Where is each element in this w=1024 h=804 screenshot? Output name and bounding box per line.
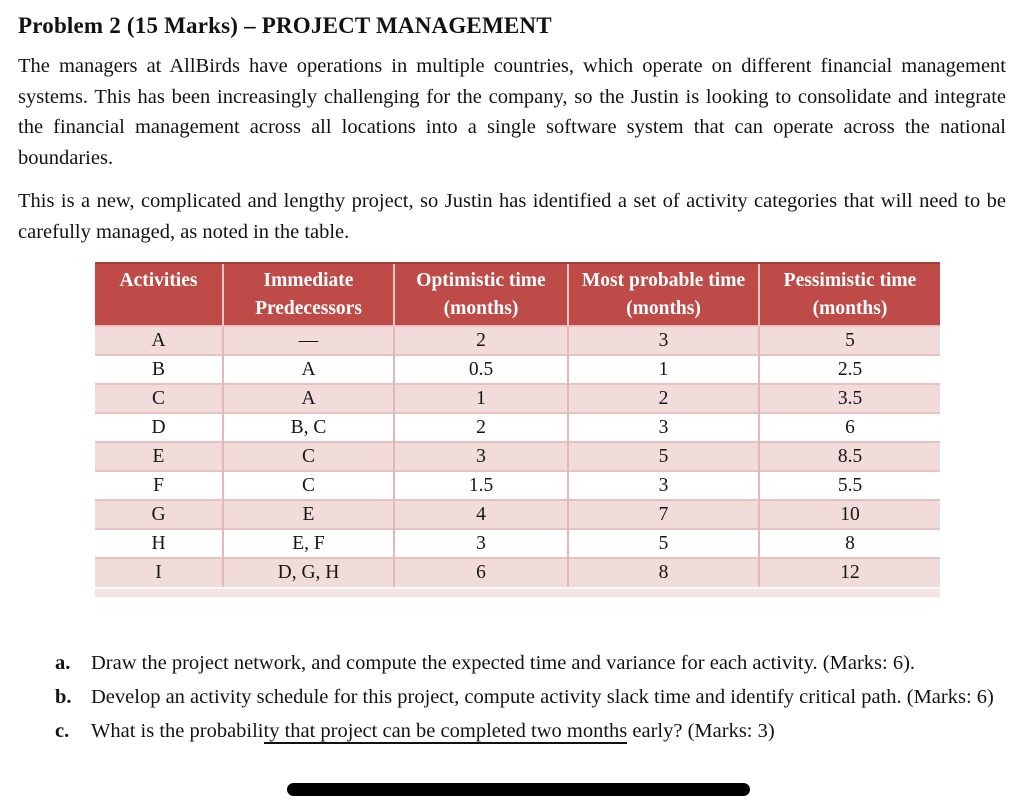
table-cell: C [222, 470, 394, 500]
table-cell: 3 [567, 470, 759, 500]
table-cell: G [95, 499, 223, 529]
table-cell: 10 [758, 499, 940, 529]
question-c-marker: c. [55, 720, 70, 742]
paragraph-project: This is a new, complicated and lengthy p… [18, 190, 1006, 243]
question-b: b. Develop an activity schedule for this… [55, 680, 1024, 714]
paragraph-intro: The managers at AllBirds have operations… [18, 55, 1006, 169]
table-cell: F [95, 470, 223, 500]
table-cell: 2 [393, 325, 568, 355]
table-row: B A 0.5 1 2.5 [95, 354, 940, 384]
activities-table: Activities Immediate Predecessors Optimist… [95, 262, 940, 587]
table-cell: 1.5 [393, 470, 568, 500]
table-cell: 6 [393, 557, 568, 587]
marker-highlight-bar [287, 783, 750, 796]
table-cell: B, C [222, 412, 394, 442]
table-cell: 2 [393, 412, 568, 442]
table-cell: 8 [758, 528, 940, 558]
question-c-pre: What is the probabili [91, 720, 264, 742]
column-header: Most probable time (months) [567, 262, 759, 326]
table-cell: 5 [758, 325, 940, 355]
table-cell: 5.5 [758, 470, 940, 500]
table-cell: — [222, 325, 394, 355]
table-bottom-strip [95, 589, 940, 597]
question-c-underlined: ty that project can be completed two mon… [263, 720, 628, 744]
table-cell: 8 [567, 557, 759, 587]
table-cell: C [222, 441, 394, 471]
table-cell: I [95, 557, 223, 587]
table-cell: 5 [567, 441, 759, 471]
question-a: a. Draw the project network, and compute… [55, 646, 1024, 680]
table-cell: 12 [758, 557, 940, 587]
table-cell: 3 [393, 441, 568, 471]
table-cell: E, F [222, 528, 394, 558]
table-cell: C [95, 383, 223, 413]
table-row: F C 1.5 3 5.5 [95, 470, 940, 500]
column-header: Pessimistic time (months) [758, 262, 940, 326]
table-cell: A [222, 383, 394, 413]
question-c: c. What is the probability that project … [55, 714, 1024, 748]
table-cell: H [95, 528, 223, 558]
question-c-text: What is the probability that project can… [91, 714, 1024, 748]
table-cell: A [95, 325, 223, 355]
column-header: Activities [95, 262, 223, 326]
question-a-marker: a. [55, 652, 71, 674]
table-cell: A [222, 354, 394, 384]
table-row: A —2 3 5 [95, 325, 940, 355]
table-cell: 8.5 [758, 441, 940, 471]
table-cell: E [95, 441, 223, 471]
column-header: Optimistic time (months) [393, 262, 568, 326]
table-cell: D, G, H [222, 557, 394, 587]
table-cell: 3.5 [758, 383, 940, 413]
table-cell: 0.5 [393, 354, 568, 384]
table-cell: 5 [567, 528, 759, 558]
table-row: G E 4 7 10 [95, 499, 940, 529]
table-cell: 3 [567, 325, 759, 355]
table-cell: 4 [393, 499, 568, 529]
table-cell: B [95, 354, 223, 384]
table-cell: 2 [567, 383, 759, 413]
page-title: Problem 2 (15 Marks) – PROJECT MANAGEMEN… [18, 13, 552, 38]
table-row: C A 1 2 3.5 [95, 383, 940, 413]
questions-list: a. Draw the project network, and compute… [55, 646, 1024, 748]
question-b-marker: b. [55, 686, 72, 708]
table-row: I D, G, H 6 8 12 [95, 557, 940, 587]
table-row: E C 3 5 8.5 [95, 441, 940, 471]
table-cell: 1 [393, 383, 568, 413]
table-cell: 1 [567, 354, 759, 384]
table-header-row: Activities Immediate Predecessors Optimist… [95, 262, 940, 326]
question-c-post: early? (Marks: 3) [627, 720, 775, 742]
table-cell: E [222, 499, 394, 529]
table-cell: 3 [393, 528, 568, 558]
question-b-text: Develop an activity schedule for this pr… [91, 686, 994, 708]
table-cell: 2.5 [758, 354, 940, 384]
table-cell: D [95, 412, 223, 442]
table-cell: 7 [567, 499, 759, 529]
table-cell: 6 [758, 412, 940, 442]
question-a-text: Draw the project network, and compute th… [91, 652, 916, 674]
column-header: Immediate Predecessors [222, 262, 394, 326]
table-cell: 3 [567, 412, 759, 442]
